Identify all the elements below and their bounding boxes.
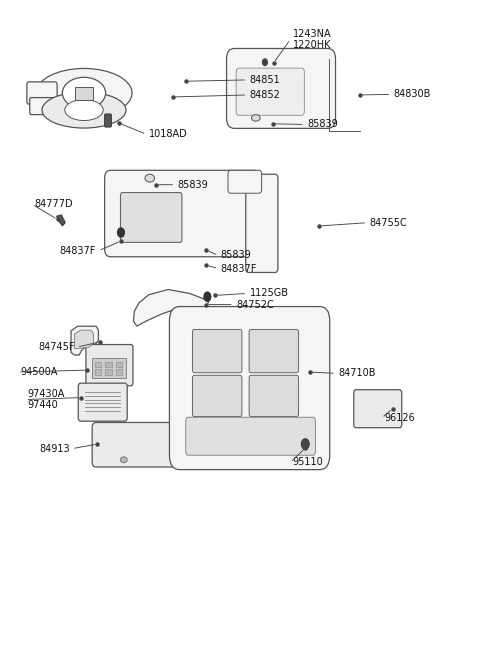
Polygon shape: [57, 215, 65, 226]
FancyBboxPatch shape: [75, 87, 93, 100]
Text: 1243NA
1220HK: 1243NA 1220HK: [293, 29, 331, 50]
FancyBboxPatch shape: [78, 383, 127, 421]
Text: 84830B: 84830B: [394, 89, 431, 100]
FancyBboxPatch shape: [105, 369, 112, 375]
Ellipse shape: [62, 77, 106, 109]
FancyBboxPatch shape: [105, 362, 112, 367]
Text: 96126: 96126: [384, 413, 415, 423]
FancyBboxPatch shape: [186, 417, 315, 455]
Text: 84777D: 84777D: [35, 199, 73, 210]
FancyBboxPatch shape: [95, 362, 101, 367]
Circle shape: [263, 59, 267, 66]
Text: 84752C: 84752C: [236, 299, 274, 310]
Circle shape: [301, 439, 309, 449]
Circle shape: [204, 292, 211, 301]
Text: 85839: 85839: [221, 250, 252, 261]
Text: 1125GB: 1125GB: [250, 288, 288, 299]
FancyBboxPatch shape: [27, 82, 57, 104]
Ellipse shape: [145, 174, 155, 182]
Ellipse shape: [65, 100, 103, 121]
FancyBboxPatch shape: [354, 390, 402, 428]
Ellipse shape: [120, 457, 127, 462]
Text: 97430A
97440: 97430A 97440: [28, 389, 65, 410]
Text: 84710B: 84710B: [338, 368, 376, 379]
Circle shape: [118, 228, 124, 237]
FancyBboxPatch shape: [105, 170, 260, 257]
Text: 94500A: 94500A: [20, 367, 58, 377]
FancyBboxPatch shape: [30, 98, 56, 115]
FancyBboxPatch shape: [192, 329, 242, 373]
Text: 84851: 84851: [250, 75, 280, 85]
FancyBboxPatch shape: [116, 369, 122, 375]
FancyBboxPatch shape: [192, 375, 242, 417]
Text: 84852: 84852: [250, 90, 280, 100]
FancyBboxPatch shape: [92, 358, 126, 378]
Ellipse shape: [42, 92, 126, 128]
Text: 84837F: 84837F: [60, 246, 96, 256]
FancyBboxPatch shape: [246, 174, 278, 272]
Polygon shape: [133, 290, 209, 326]
Text: 84745F: 84745F: [38, 342, 74, 352]
FancyBboxPatch shape: [120, 193, 182, 242]
FancyBboxPatch shape: [105, 114, 111, 127]
Ellipse shape: [36, 69, 132, 118]
Text: 95110: 95110: [293, 457, 324, 468]
FancyBboxPatch shape: [86, 345, 133, 386]
FancyBboxPatch shape: [227, 48, 336, 128]
Text: 1018AD: 1018AD: [149, 129, 188, 140]
Text: 84837F: 84837F: [221, 263, 257, 274]
FancyBboxPatch shape: [228, 170, 262, 193]
Text: 84913: 84913: [39, 443, 70, 454]
Text: 84755C: 84755C: [370, 217, 408, 228]
Polygon shape: [71, 326, 98, 355]
Text: 85839: 85839: [178, 179, 208, 190]
Ellipse shape: [252, 115, 260, 121]
FancyBboxPatch shape: [249, 375, 299, 417]
FancyBboxPatch shape: [92, 422, 179, 467]
Text: 85839: 85839: [307, 119, 338, 130]
FancyBboxPatch shape: [236, 68, 304, 115]
FancyBboxPatch shape: [116, 362, 122, 367]
FancyBboxPatch shape: [169, 307, 330, 470]
FancyBboxPatch shape: [249, 329, 299, 373]
FancyBboxPatch shape: [95, 369, 101, 375]
Polygon shape: [74, 330, 94, 348]
